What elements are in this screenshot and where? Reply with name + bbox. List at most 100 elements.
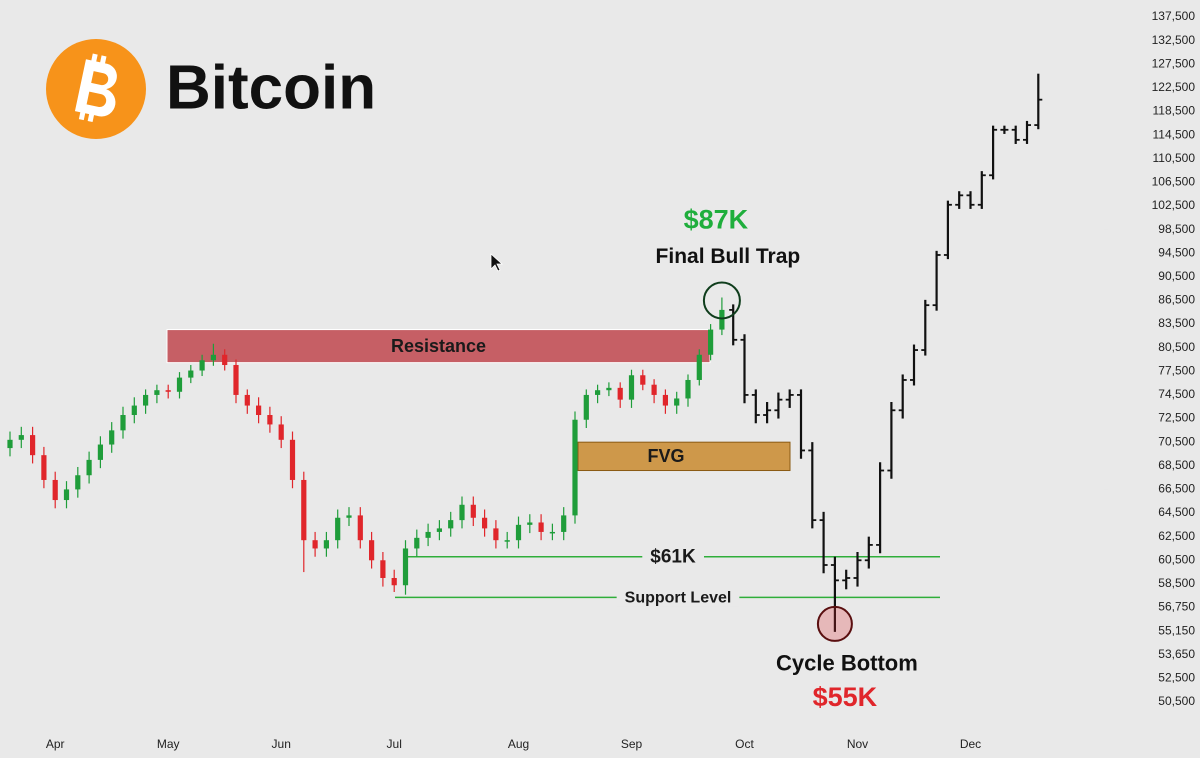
- y-tick-label: 58,500: [1158, 576, 1195, 590]
- y-tick-label: 56,750: [1158, 600, 1195, 614]
- y-tick-label: 80,500: [1158, 340, 1195, 354]
- y-tick-label: 86,500: [1158, 293, 1195, 307]
- zone: [166, 329, 711, 364]
- zone: [577, 441, 791, 472]
- candle-body: [380, 560, 386, 578]
- candle-body: [41, 455, 47, 480]
- y-tick-label: 74,500: [1158, 387, 1195, 401]
- y-tick-label: 50,500: [1158, 694, 1195, 708]
- annotation-caption: Cycle Bottom: [776, 651, 918, 676]
- candle-body: [244, 394, 250, 406]
- candle-body: [301, 479, 307, 541]
- candle-body: [165, 390, 171, 392]
- candle-body: [662, 394, 668, 406]
- level-label: Support Level: [625, 590, 732, 607]
- bitcoin-logo: [46, 39, 146, 139]
- candle-body: [561, 515, 567, 532]
- candle-body: [708, 329, 714, 355]
- candle-body: [210, 354, 216, 361]
- candle-body: [131, 405, 137, 416]
- candle-body: [606, 387, 612, 391]
- candle-body: [583, 394, 589, 420]
- candle-body: [176, 377, 183, 392]
- x-tick-label: May: [157, 737, 180, 751]
- y-tick-label: 66,500: [1158, 482, 1195, 496]
- y-tick-label: 127,500: [1152, 56, 1196, 70]
- candle-body: [436, 528, 442, 532]
- x-tick-label: Nov: [847, 737, 868, 751]
- level-label: $61K: [650, 547, 696, 568]
- zone-label: Resistance: [391, 336, 486, 356]
- y-tick-label: 77,500: [1158, 363, 1195, 377]
- y-tick-label: 70,500: [1158, 434, 1195, 448]
- x-tick-label: Dec: [960, 737, 981, 751]
- y-tick-label: 64,500: [1158, 505, 1195, 519]
- candle-body: [278, 424, 284, 440]
- candle-body: [538, 522, 544, 532]
- candle-body: [470, 504, 476, 518]
- annotation-value: $55K: [813, 682, 878, 712]
- candle-body: [109, 430, 115, 445]
- x-tick-label: Jun: [272, 737, 291, 751]
- y-tick-label: 110,500: [1153, 151, 1196, 165]
- x-tick-label: Aug: [508, 737, 529, 751]
- candle-body: [188, 370, 194, 378]
- candle-body: [335, 517, 341, 541]
- bull-trap-marker: [702, 281, 741, 320]
- candle-body: [515, 524, 522, 541]
- candle-body: [233, 365, 239, 395]
- candle-body: [493, 528, 499, 541]
- candle-body: [448, 520, 454, 529]
- y-tick-label: 53,650: [1158, 647, 1195, 661]
- candle-body: [595, 390, 601, 395]
- candle-body: [572, 419, 578, 516]
- candle-body: [719, 309, 725, 330]
- level-label-bg: [616, 589, 740, 607]
- candle-body: [685, 379, 691, 399]
- candle-body: [256, 405, 262, 416]
- candle-body: [7, 439, 13, 449]
- candle-body: [346, 515, 352, 518]
- candle-body: [75, 475, 81, 490]
- cycle-bottom-marker: [816, 605, 853, 642]
- annotation-caption: Final Bull Trap: [656, 245, 801, 268]
- candle-body: [120, 415, 126, 431]
- candle-body: [640, 375, 646, 385]
- candle-body: [357, 515, 363, 541]
- candle-body: [52, 479, 58, 501]
- level-label-bg: [642, 546, 704, 568]
- candle-body: [86, 459, 92, 476]
- candle-body: [312, 540, 318, 549]
- y-tick-label: 62,500: [1158, 529, 1195, 543]
- candle-body: [154, 390, 160, 395]
- candle-body: [289, 439, 296, 480]
- candle-body: [18, 435, 24, 440]
- candle-body: [527, 522, 533, 525]
- y-tick-label: 102,500: [1152, 198, 1196, 212]
- y-tick-label: 106,500: [1152, 175, 1196, 189]
- y-tick-label: 72,500: [1158, 411, 1195, 425]
- candle-body: [30, 435, 36, 456]
- annotation-value: $87K: [684, 205, 749, 235]
- y-tick-label: 114,500: [1153, 127, 1196, 141]
- y-tick-label: 137,500: [1152, 9, 1196, 23]
- zone-label: FVG: [647, 446, 684, 466]
- candle-body: [323, 540, 329, 549]
- y-tick-label: 90,500: [1158, 269, 1195, 283]
- x-tick-label: Apr: [46, 737, 65, 751]
- candle-body: [651, 384, 657, 395]
- candle-body: [482, 517, 488, 529]
- candle-body: [143, 394, 149, 406]
- candle-body: [459, 504, 465, 521]
- candle-body: [696, 354, 702, 380]
- logo-glyph: [74, 59, 117, 117]
- candle-body: [504, 540, 510, 542]
- y-tick-label: 132,500: [1152, 33, 1196, 47]
- candle-body: [674, 398, 680, 406]
- y-tick-label: 118,500: [1153, 104, 1196, 118]
- candle-body: [63, 489, 70, 501]
- y-tick-label: 122,500: [1152, 80, 1196, 94]
- candle-body: [402, 548, 409, 586]
- y-tick-label: 60,500: [1158, 552, 1195, 566]
